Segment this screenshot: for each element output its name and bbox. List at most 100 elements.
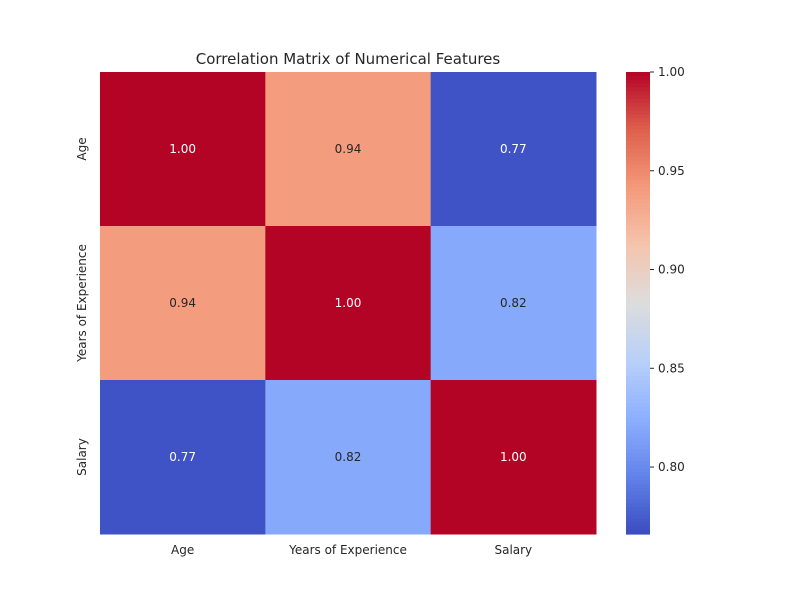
colorbar-segment: [626, 406, 650, 412]
cell-annotation-r1-c2: 0.82: [500, 296, 527, 310]
colorbar-segment: [626, 95, 650, 100]
colorbar-segment: [626, 252, 650, 258]
colorbar-segment: [626, 145, 650, 150]
colorbar-segment: [626, 457, 650, 462]
colorbar-segment: [626, 133, 650, 139]
colorbar-segment: [626, 387, 650, 393]
colorbar-segment: [626, 245, 650, 250]
y-tick-label-1: Years of Experience: [75, 244, 89, 363]
colorbar-segment: [626, 503, 650, 508]
colorbar-segment: [626, 476, 650, 481]
colorbar-tick-label-3: 0.95: [658, 164, 685, 178]
colorbar-segment: [626, 195, 650, 200]
x-axis-tick-labels: Age Years of Experience Salary: [171, 543, 532, 557]
cell-annotation-r2-c1: 0.82: [335, 450, 362, 464]
colorbar-segment: [626, 499, 650, 504]
colorbar-segment: [626, 349, 650, 354]
colorbar-segment: [626, 91, 650, 96]
colorbar-segment: [626, 206, 650, 212]
heatmap-cells: [100, 72, 597, 535]
colorbar-segment: [626, 98, 650, 104]
colorbar-segment: [626, 175, 650, 181]
colorbar-segment: [626, 83, 650, 88]
colorbar-segment: [626, 430, 650, 435]
colorbar-segment: [626, 229, 650, 235]
colorbar-segment: [626, 233, 650, 239]
colorbar-segment: [626, 210, 650, 216]
cell-annotation-r2-c2: 1.00: [500, 450, 527, 464]
colorbar-segment: [626, 306, 650, 312]
colorbar-segment: [626, 137, 650, 142]
y-tick-label-0: Age: [75, 137, 89, 160]
colorbar-segment: [626, 125, 650, 131]
colorbar-segment: [626, 191, 650, 196]
colorbar-segment: [626, 372, 650, 377]
heatmap-cell-r2-c2: [430, 380, 597, 535]
colorbar-segment: [626, 314, 650, 319]
colorbar-tick-label-2: 0.90: [658, 263, 685, 277]
colorbar-segment: [626, 376, 650, 381]
chart-title: Correlation Matrix of Numerical Features: [196, 50, 501, 68]
colorbar-segment: [626, 172, 650, 177]
colorbar-segment: [626, 287, 650, 293]
cell-annotation-r2-c0: 0.77: [169, 450, 196, 464]
colorbar-segment: [626, 276, 650, 281]
heatmap-cell-r1-c1: [265, 226, 432, 381]
colorbar-segment: [626, 152, 650, 158]
colorbar-segment: [626, 522, 650, 527]
cell-annotation-r1-c0: 0.94: [169, 296, 196, 310]
x-tick-label-1: Years of Experience: [288, 543, 407, 557]
cell-annotation-r0-c1: 0.94: [335, 142, 362, 156]
colorbar: 0.80 0.85 0.90 0.95 1.00: [626, 65, 685, 535]
heatmap-cell-r2-c0: [100, 380, 266, 535]
heatmap-cell-r1-c0: [100, 226, 266, 381]
colorbar-segment: [626, 518, 650, 524]
colorbar-segment: [626, 403, 650, 408]
colorbar-segment: [626, 168, 650, 173]
cell-annotation-r1-c1: 1.00: [335, 296, 362, 310]
colorbar-segment: [626, 279, 650, 285]
colorbar-segment: [626, 299, 650, 304]
y-tick-label-2: Salary: [75, 438, 89, 476]
x-tick-label-2: Salary: [494, 543, 532, 557]
colorbar-segment: [626, 445, 650, 450]
colorbar-segment: [626, 464, 650, 470]
colorbar-tick-label-0: 0.80: [658, 460, 685, 474]
colorbar-segment: [626, 329, 650, 335]
colorbar-segment: [626, 79, 650, 85]
colorbar-segment: [626, 395, 650, 400]
colorbar-segment: [626, 441, 650, 447]
colorbar-tick-label-1: 0.85: [658, 361, 685, 375]
colorbar-segment: [626, 283, 650, 289]
colorbar-segment: [626, 110, 650, 115]
heatmap-cell-r1-c2: [430, 226, 597, 381]
colorbar-segment: [626, 437, 650, 443]
colorbar-segment: [626, 510, 650, 516]
colorbar-segment: [626, 149, 650, 154]
colorbar-segment: [626, 106, 650, 112]
colorbar-segment: [626, 183, 650, 189]
colorbar-segment: [626, 326, 650, 331]
colorbar-segment: [626, 468, 650, 473]
colorbar-segment: [626, 422, 650, 427]
colorbar-segment: [626, 72, 650, 77]
colorbar-segment: [626, 418, 650, 423]
colorbar-segment: [626, 380, 650, 385]
heatmap-cell-r2-c1: [265, 380, 432, 535]
colorbar-segment: [626, 345, 650, 350]
heatmap-cell-r0-c0: [100, 72, 266, 227]
colorbar-segment: [626, 341, 650, 346]
colorbar-segment: [626, 483, 650, 489]
colorbar-segment: [626, 453, 650, 458]
colorbar-segment: [626, 141, 650, 146]
colorbar-segment: [626, 460, 650, 466]
colorbar-segment: [626, 260, 650, 266]
x-tick-label-0: Age: [171, 543, 194, 557]
colorbar-segment: [626, 310, 650, 316]
cell-annotation-r0-c2: 0.77: [500, 142, 527, 156]
colorbar-segment: [626, 514, 650, 520]
colorbar-segment: [626, 264, 650, 269]
colorbar-segment: [626, 337, 650, 343]
colorbar-segment: [626, 507, 650, 512]
colorbar-segment: [626, 202, 650, 208]
